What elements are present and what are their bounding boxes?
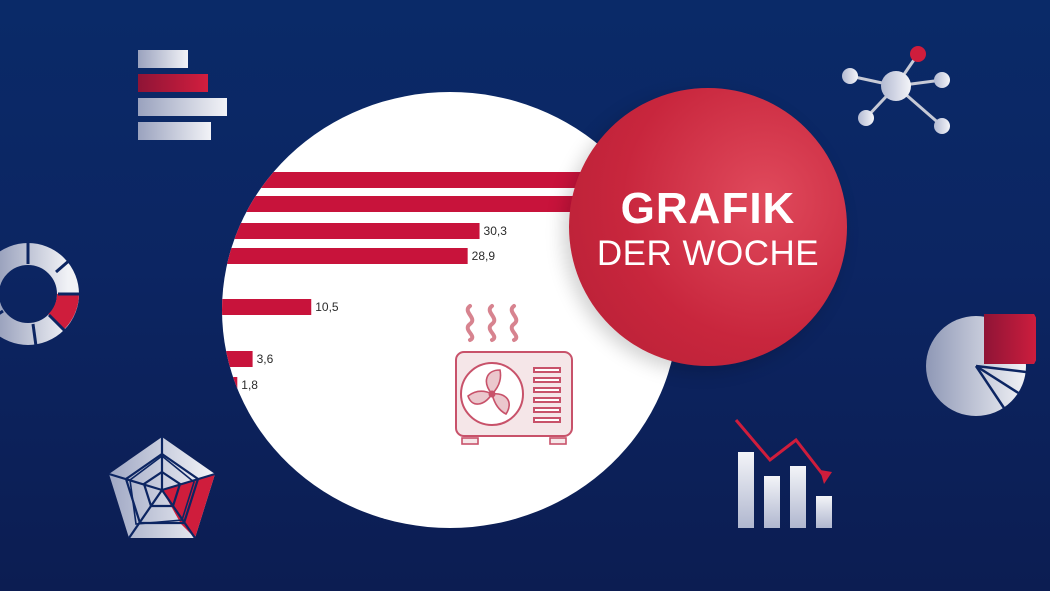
bar-7 <box>222 377 238 393</box>
bar-label-5: 10,5 <box>315 300 339 314</box>
badge-title-line1: GRAFIK <box>620 184 796 233</box>
bar-5 <box>222 299 312 315</box>
bar-chart <box>222 172 596 393</box>
pie-chart-icon <box>926 314 1036 416</box>
bar-3 <box>222 223 480 239</box>
heat-pump-icon <box>455 304 573 445</box>
bar-4 <box>222 248 468 264</box>
bar-label-3: 30,3 <box>483 224 507 238</box>
bar-label-4: 28,9 <box>471 249 495 263</box>
bar-6 <box>222 351 253 367</box>
title-badge: GRAFIK DER WOCHE <box>569 88 847 366</box>
donut-chart-icon <box>0 242 80 347</box>
bar-label-6: 3,6 <box>256 352 274 366</box>
network-nodes-icon <box>842 46 950 134</box>
bar-label-7: 1,8 <box>241 378 258 392</box>
bar-2 <box>222 196 588 212</box>
radar-chart-icon <box>108 437 216 539</box>
bar-chart-decor-icon <box>138 50 227 140</box>
bar-1 <box>222 172 596 188</box>
declining-bar-chart-icon <box>734 419 832 528</box>
badge-title-line2: DER WOCHE <box>596 234 820 273</box>
